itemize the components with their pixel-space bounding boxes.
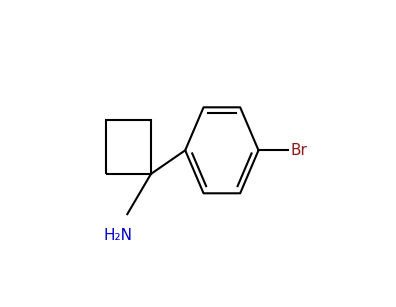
Text: H₂N: H₂N xyxy=(104,228,133,243)
Text: Br: Br xyxy=(290,143,307,158)
